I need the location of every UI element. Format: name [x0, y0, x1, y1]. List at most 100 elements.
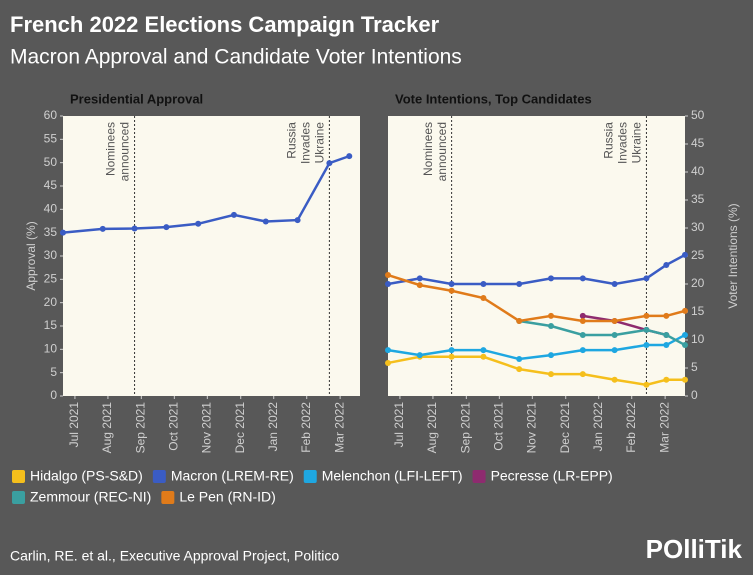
legend-item: Pecresse (LR-EPP): [472, 468, 613, 484]
point: [643, 312, 650, 319]
event-label: Russia: [285, 122, 299, 159]
x-tick-label: Dec 2021: [233, 402, 247, 454]
x-tick-label: Feb 2022: [624, 402, 638, 453]
point: [480, 281, 487, 287]
point: [385, 359, 391, 366]
logo: POlliTik: [646, 534, 743, 564]
x-tick-label: Sep 2021: [133, 402, 147, 454]
point: [548, 312, 555, 319]
point: [643, 342, 650, 349]
event-label: Russia: [602, 122, 616, 159]
plot-area: [63, 116, 360, 396]
event-label: announced: [118, 122, 132, 181]
legend-label: Zemmour (REC-NI): [30, 489, 151, 505]
y-tick-label: 10: [691, 332, 705, 346]
point: [480, 353, 487, 360]
point: [682, 307, 688, 314]
x-tick-label: Oct 2021: [491, 402, 505, 451]
y-tick-label: 20: [44, 295, 58, 309]
point: [480, 295, 487, 301]
legend-swatch: [12, 470, 25, 483]
x-tick-label: Jan 2022: [591, 402, 605, 452]
x-tick-label: Aug 2021: [100, 402, 114, 454]
point: [663, 312, 670, 319]
y-axis-label: Voter Intentions (%): [726, 203, 740, 308]
event-label: Invades: [299, 122, 313, 164]
legend-label: Le Pen (RN-ID): [179, 489, 275, 505]
legend-swatch: [161, 491, 175, 504]
source: Carlin, RE. et al., Executive Approval P…: [10, 548, 339, 564]
y-tick-label: 0: [691, 388, 698, 402]
legend-label: Macron (LREM-RE): [171, 468, 294, 484]
point: [230, 211, 237, 218]
point: [60, 229, 66, 236]
y-tick-label: 10: [44, 342, 58, 356]
y-tick-label: 35: [44, 225, 58, 239]
event-label: Ukraine: [313, 122, 327, 164]
legend-label: Pecresse (LR-EPP): [491, 468, 613, 484]
legend-swatch: [472, 470, 486, 483]
legend-item: Le Pen (RN-ID): [161, 489, 276, 505]
y-tick-label: 40: [691, 164, 705, 178]
point: [385, 347, 391, 354]
point: [195, 220, 202, 227]
point: [682, 251, 688, 258]
point: [663, 331, 670, 338]
legend-item: Macron (LREM-RE): [152, 468, 294, 484]
event-label: Ukraine: [630, 122, 644, 164]
point: [611, 347, 618, 354]
x-tick-label: Feb 2022: [299, 402, 313, 453]
y-tick-label: 25: [44, 272, 58, 286]
point: [262, 218, 269, 225]
series-line: [62, 154, 350, 234]
point: [611, 376, 618, 383]
y-tick-label: 5: [691, 360, 698, 374]
x-tick-label: Mar 2022: [332, 402, 346, 453]
point: [611, 331, 618, 338]
legend-swatch: [12, 491, 25, 504]
legend-item: Zemmour (REC-NI): [12, 489, 151, 505]
point: [643, 381, 650, 388]
x-tick-label: Jul 2021: [67, 402, 81, 448]
point: [448, 353, 455, 360]
legend-label: Melenchon (LFI-LEFT): [322, 468, 463, 484]
point: [682, 376, 688, 383]
x-tick-label: Dec 2021: [558, 402, 572, 454]
point: [682, 331, 688, 338]
point: [448, 287, 455, 294]
x-tick-label: Nov 2021: [199, 402, 213, 454]
plot-area: [388, 116, 685, 396]
point: [663, 261, 670, 268]
legend-item: Hidalgo (PS-S&D): [12, 468, 143, 484]
event-label: Nominees: [104, 122, 118, 176]
point: [448, 347, 455, 354]
point: [579, 312, 586, 319]
panel-title: Vote Intentions, Top Candidates: [395, 91, 592, 106]
point: [548, 323, 555, 329]
event-label: announced: [435, 122, 449, 181]
x-tick-label: Jul 2021: [392, 402, 406, 448]
legend-swatch: [152, 470, 166, 483]
y-tick-label: 25: [691, 248, 705, 262]
point: [346, 153, 353, 160]
x-tick-label: Jan 2022: [266, 402, 280, 452]
y-tick-label: 15: [44, 318, 58, 332]
x-tick-label: Sep 2021: [458, 402, 472, 454]
point: [579, 371, 586, 378]
x-tick-label: Nov 2021: [524, 402, 538, 454]
point: [682, 342, 688, 349]
y-tick-label: 5: [50, 365, 57, 379]
y-tick-label: 45: [691, 136, 705, 150]
point: [448, 281, 455, 287]
point: [579, 275, 586, 282]
x-tick-label: Oct 2021: [166, 402, 180, 451]
y-tick-label: 30: [691, 220, 705, 234]
point: [663, 376, 670, 383]
point: [548, 275, 555, 282]
point: [416, 352, 423, 359]
point: [548, 352, 555, 359]
subtitle: Macron Approval and Candidate Voter Inte…: [10, 46, 462, 69]
legend-item: Melenchon (LFI-LEFT): [303, 468, 463, 484]
point: [416, 275, 423, 282]
point: [480, 347, 487, 354]
